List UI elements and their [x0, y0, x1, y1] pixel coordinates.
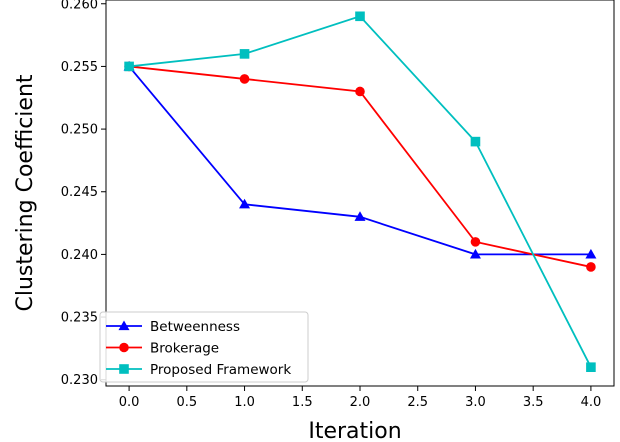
y-tick-label: 0.255: [61, 60, 98, 75]
data-point: [355, 86, 365, 97]
y-tick-label: 0.245: [61, 185, 98, 200]
series-layer: [123, 11, 597, 373]
data-point: [354, 211, 366, 221]
data-point: [239, 74, 250, 84]
y-tick-label: 0.260: [61, 0, 98, 12]
x-tick-label: 0.5: [176, 395, 197, 410]
data-point: [355, 11, 365, 22]
data-point: [239, 49, 250, 59]
legend: Betweenness Brokerage Proposed Framework: [99, 311, 309, 383]
x-axis-ticks: 0.0 0.5 1.0 1.5 2.0 2.5 3.0 3.5 4.0: [119, 386, 602, 410]
y-axis-ticks: 0.230 0.235 0.240 0.245 0.250 0.255 0.260: [61, 0, 106, 388]
legend-marker: [119, 342, 129, 353]
x-tick-label: 4.0: [581, 395, 602, 410]
data-point: [586, 262, 596, 272]
y-tick-label: 0.250: [61, 123, 98, 138]
legend-item: Brokerage: [106, 341, 219, 357]
data-point: [470, 237, 481, 247]
data-point: [585, 248, 597, 259]
legend-item: Betweenness: [106, 319, 240, 335]
legend-label: Brokerage: [150, 341, 219, 357]
legend-label: Proposed Framework: [150, 362, 291, 378]
legend-item: Proposed Framework: [106, 362, 291, 378]
legend-frame: [99, 311, 309, 383]
data-point: [469, 248, 481, 259]
y-tick-label: 0.235: [61, 311, 98, 326]
legend-label: Betweenness: [150, 319, 240, 335]
data-point: [124, 61, 134, 72]
x-tick-label: 3.0: [465, 395, 486, 410]
y-axis-label: Clustering Coefficient: [13, 74, 38, 311]
x-tick-label: 1.0: [234, 395, 255, 410]
x-tick-label: 2.5: [407, 395, 428, 410]
y-tick-label: 0.240: [61, 248, 98, 263]
x-tick-label: 0.0: [119, 395, 140, 410]
series-proposed-framework: [124, 11, 596, 373]
data-point: [239, 198, 251, 209]
y-tick-label: 0.230: [61, 373, 98, 388]
legend-marker: [119, 364, 129, 374]
legend-marker: [118, 320, 130, 331]
data-point: [586, 362, 596, 373]
x-tick-label: 3.5: [523, 395, 544, 410]
x-tick-label: 1.5: [292, 395, 313, 410]
data-point: [470, 136, 481, 147]
x-tick-label: 2.0: [350, 395, 371, 410]
series-line: [128, 65, 592, 268]
x-axis-label: Iteration: [308, 419, 401, 442]
